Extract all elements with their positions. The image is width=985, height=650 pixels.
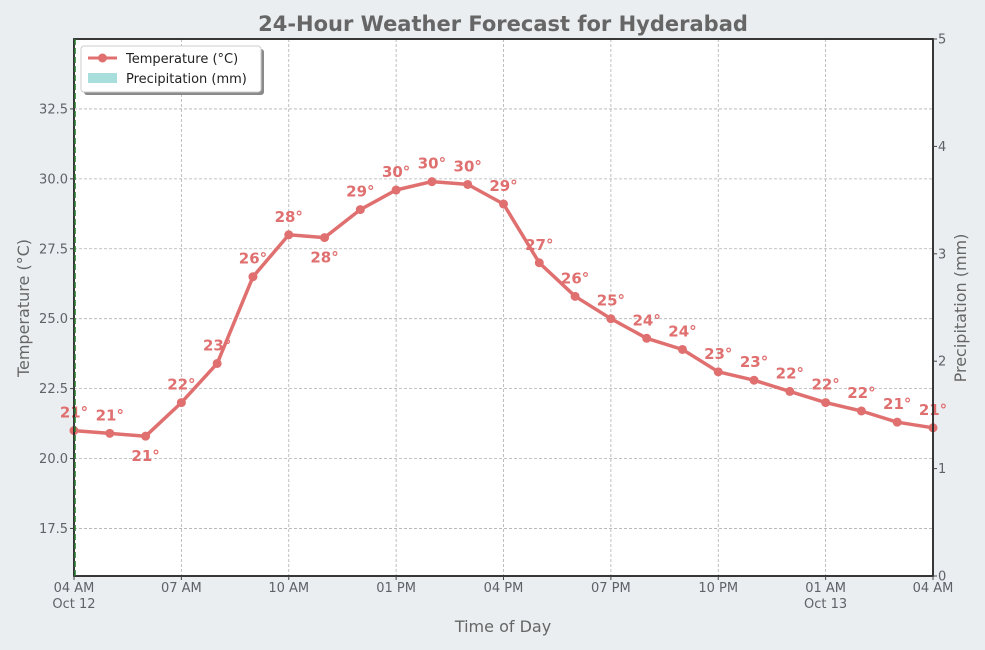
x-tick-label: 07 PM xyxy=(591,581,631,596)
temperature-point xyxy=(499,199,508,209)
temperature-point xyxy=(677,344,687,354)
y-tick-label: 20.0 xyxy=(39,452,68,467)
temperature-data-label: 23° xyxy=(740,353,768,371)
temperature-data-label: 30° xyxy=(382,163,410,181)
temperature-point xyxy=(355,205,365,215)
temperature-data-label: 29° xyxy=(489,177,517,195)
y-tick-label: 30.0 xyxy=(39,172,68,187)
legend-temperature-marker xyxy=(98,53,107,63)
x-tick-label: 10 AM xyxy=(268,581,309,596)
temperature-data-label: 28° xyxy=(275,208,303,226)
temperature-data-label: 21° xyxy=(96,406,124,424)
x-tick-label: 04 PM xyxy=(484,581,524,596)
x-axis-title: Time of Day xyxy=(454,617,551,636)
y2-axis-title: Precipitation (mm) xyxy=(951,234,970,383)
temperature-data-label: 22° xyxy=(847,384,875,402)
x-tick-date-label: Oct 13 xyxy=(804,597,847,612)
y-tick-label: 27.5 xyxy=(39,242,68,257)
temperature-point xyxy=(427,177,437,187)
y-tick-label: 25.0 xyxy=(39,312,68,327)
x-tick-label: 01 AM xyxy=(805,581,846,596)
x-tick-label: 07 AM xyxy=(161,581,202,596)
x-tick-label: 04 AM xyxy=(54,581,95,596)
y2-tick-label: 3 xyxy=(938,247,946,262)
temperature-point xyxy=(642,333,652,343)
temperature-data-label: 30° xyxy=(454,157,482,175)
temperature-point xyxy=(105,428,115,438)
y2-tick-label: 1 xyxy=(938,462,946,477)
temperature-point xyxy=(391,185,401,195)
x-tick-label: 10 PM xyxy=(698,581,738,596)
temperature-data-label: 26° xyxy=(239,250,267,268)
temperature-point xyxy=(606,314,616,324)
temperature-data-label: 21° xyxy=(883,395,911,413)
temperature-data-label: 29° xyxy=(346,183,374,201)
y2-tick-label: 5 xyxy=(938,33,946,48)
temperature-point xyxy=(463,179,473,189)
legend: Temperature (°C) Precipitation (mm) xyxy=(80,45,264,95)
y2-tick-label: 2 xyxy=(938,355,946,370)
temperature-data-label: 23° xyxy=(704,345,732,363)
legend-precipitation-swatch xyxy=(88,73,117,83)
y-axis-title: Temperature (°C) xyxy=(14,239,33,378)
temperature-data-labels: 21° 21° 21° 22° 23° 26° 28° 28° 29° 30° 30° 30° 29° 2… xyxy=(60,155,947,466)
temperature-point xyxy=(176,398,186,408)
temperature-data-label: 27° xyxy=(525,236,553,254)
temperature-data-label: 28° xyxy=(310,249,338,267)
temperature-point xyxy=(713,367,723,377)
temperature-data-label: 25° xyxy=(597,292,625,310)
temperature-points xyxy=(69,177,938,441)
temperature-data-label: 30° xyxy=(418,155,446,173)
temperature-data-label: 24° xyxy=(632,311,660,329)
legend-precipitation-label: Precipitation (mm) xyxy=(126,72,247,87)
x-tick-label: 04 AM xyxy=(913,581,954,596)
temperature-point xyxy=(892,417,902,427)
temperature-point xyxy=(785,386,795,396)
temperature-data-label: 22° xyxy=(811,376,839,394)
temperature-point xyxy=(856,406,866,416)
x-tick-label: 01 PM xyxy=(376,581,416,596)
temperature-data-label: 21° xyxy=(131,447,159,465)
temperature-data-label: 24° xyxy=(668,322,696,340)
temperature-point xyxy=(821,398,831,408)
temperature-point xyxy=(534,258,544,268)
temperature-data-label: 26° xyxy=(561,269,589,287)
temperature-point xyxy=(212,358,222,368)
temperature-point xyxy=(570,291,580,301)
chart-title: 24-Hour Weather Forecast for Hyderabad xyxy=(258,12,748,36)
temperature-point xyxy=(749,375,759,385)
temperature-point xyxy=(320,233,330,243)
y-tick-label: 22.5 xyxy=(39,382,68,397)
y2-tick-label: 4 xyxy=(938,140,946,155)
y2-tick-label: 0 xyxy=(938,570,946,585)
y-tick-label: 17.5 xyxy=(39,522,68,537)
temperature-data-label: 22° xyxy=(776,364,804,382)
y-tick-label: 32.5 xyxy=(39,102,68,117)
temperature-point xyxy=(248,272,258,282)
temperature-point xyxy=(141,431,151,441)
temperature-data-label: 22° xyxy=(167,376,195,394)
temperature-point xyxy=(284,230,294,240)
temperature-data-label: 23° xyxy=(203,336,231,354)
legend-box xyxy=(80,45,262,93)
legend-temperature-label: Temperature (°C) xyxy=(125,52,238,67)
x-tick-date-label: Oct 12 xyxy=(52,597,95,612)
